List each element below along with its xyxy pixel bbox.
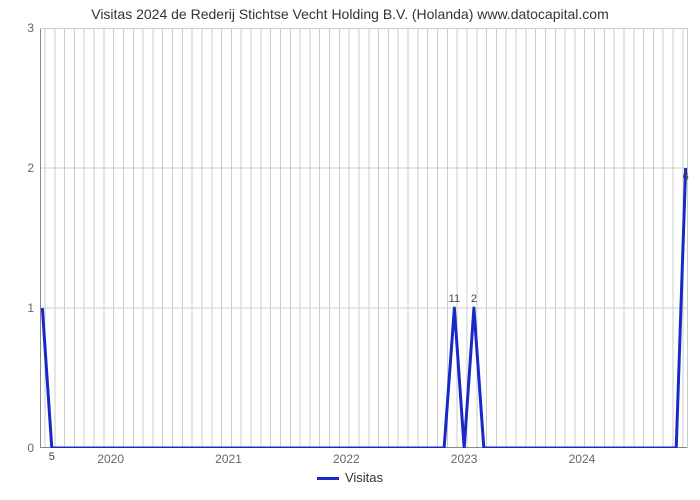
point-label: 11 bbox=[449, 293, 460, 305]
y-tick-label: 2 bbox=[27, 161, 34, 175]
y-tick-label: 1 bbox=[27, 301, 34, 315]
legend-swatch bbox=[317, 477, 339, 480]
x-tick-label: 2020 bbox=[97, 452, 124, 466]
y-tick-label: 3 bbox=[27, 21, 34, 35]
legend-label: Visitas bbox=[345, 470, 383, 485]
chart-container: Visitas 2024 de Rederij Stichtse Vecht H… bbox=[0, 0, 700, 500]
point-label: 5 bbox=[49, 451, 55, 463]
chart-svg bbox=[40, 28, 688, 448]
legend: Visitas bbox=[0, 470, 700, 485]
point-label: 2 bbox=[471, 293, 477, 305]
x-tick-label: 2023 bbox=[451, 452, 478, 466]
x-tick-label: 2024 bbox=[569, 452, 596, 466]
plot-area: 01232020202120222023202451126 bbox=[40, 28, 688, 448]
chart-title: Visitas 2024 de Rederij Stichtse Vecht H… bbox=[0, 6, 700, 22]
y-tick-label: 0 bbox=[27, 441, 34, 455]
x-tick-label: 2021 bbox=[215, 452, 242, 466]
x-tick-label: 2022 bbox=[333, 452, 360, 466]
point-label: 6 bbox=[683, 171, 689, 183]
